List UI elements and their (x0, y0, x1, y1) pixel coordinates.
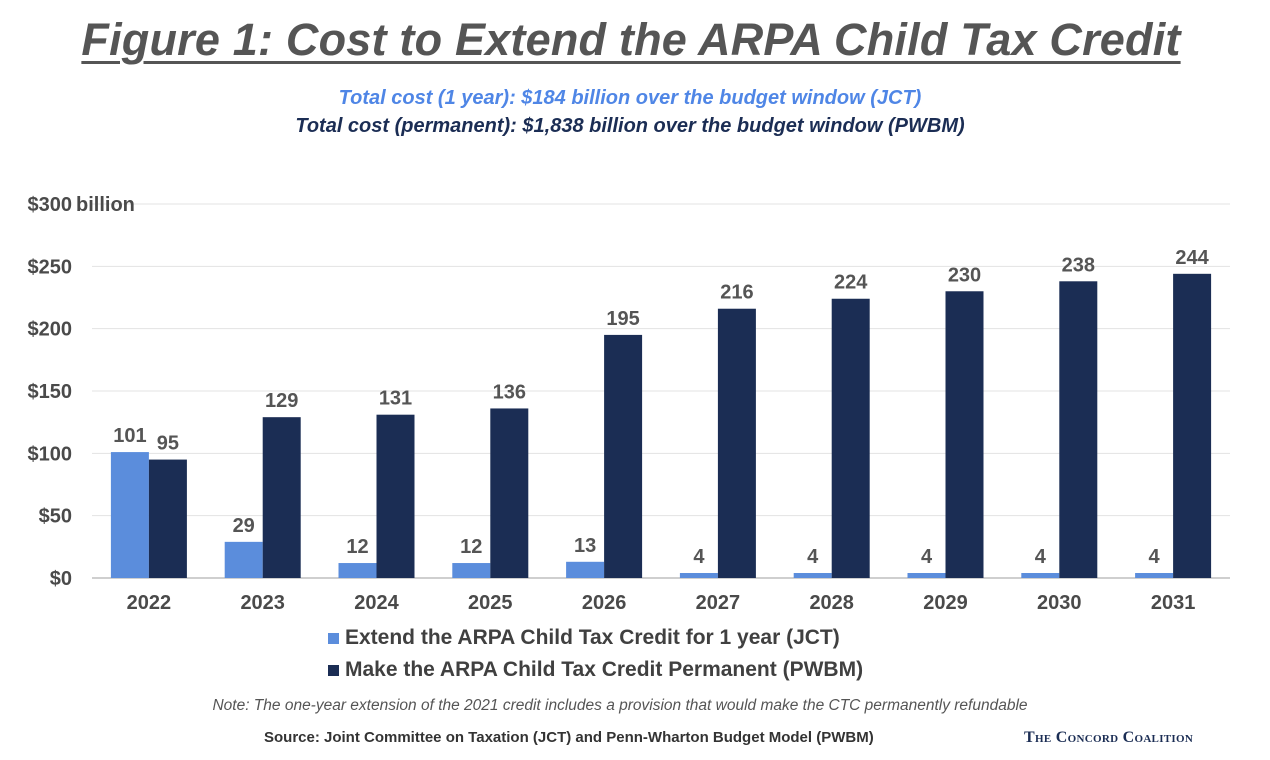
x-tick-label-2031: 2031 (1151, 592, 1196, 614)
y-tick-label-300: $300 (28, 194, 73, 216)
bar-one-year-2031 (1135, 573, 1174, 578)
bar-permanent-2031 (1173, 273, 1212, 578)
source-line: Source: Joint Committee on Taxation (JCT… (264, 729, 874, 746)
legend-label-one-year: Extend the ARPA Child Tax Credit for 1 y… (345, 626, 840, 649)
bar-permanent-2023 (262, 417, 301, 578)
bar-one-year-2029 (907, 573, 946, 578)
data-label-one-year-2027: 4 (693, 546, 705, 568)
y-axis: $0 $50 $100 $150 $200 $250 $300 billion (28, 194, 135, 590)
data-label-one-year-2025: 12 (460, 536, 482, 558)
x-tick-label-2028: 2028 (809, 592, 854, 614)
x-tick-label-2025: 2025 (468, 592, 513, 614)
bar-permanent-2027 (717, 308, 756, 578)
x-tick-label-2029: 2029 (923, 592, 968, 614)
data-label-permanent-2022: 95 (157, 433, 179, 455)
bar-one-year-2030 (1021, 573, 1060, 578)
bar-permanent-2026 (604, 334, 643, 578)
y-tick-label-50: $50 (39, 506, 72, 528)
data-label-one-year-2028: 4 (807, 546, 819, 568)
x-tick-label-2030: 2030 (1037, 592, 1082, 614)
data-label-permanent-2025: 136 (493, 381, 526, 403)
subtitle-one-year-cost: Total cost (1 year): $184 billion over t… (338, 87, 922, 109)
legend-swatch-one-year (328, 632, 339, 644)
bar-one-year-2027 (679, 573, 718, 578)
legend-swatch-permanent (328, 664, 339, 676)
bar-one-year-2024 (338, 563, 377, 578)
data-label-one-year-2024: 12 (346, 536, 368, 558)
bar-one-year-2025 (452, 563, 491, 578)
legend-item-one-year: Extend the ARPA Child Tax Credit for 1 y… (328, 622, 863, 654)
x-tick-label-2024: 2024 (354, 592, 399, 614)
data-label-permanent-2026: 195 (606, 308, 639, 330)
y-tick-label-0: $0 (50, 568, 72, 590)
y-tick-label-250: $250 (28, 256, 73, 278)
data-labels: 101 95 29 129 12 131 12 136 13 195 4 216 4 224 4 230 4 23… (113, 247, 1209, 568)
subtitle-permanent-cost: Total cost (permanent): $1,838 billion o… (295, 115, 965, 137)
concord-coalition-logo: The Concord Coalition (1024, 729, 1194, 746)
data-label-one-year-2022: 101 (113, 425, 146, 447)
x-axis: 2022 2023 2024 2025 2026 2027 2028 2029 2030 2031 (127, 592, 1196, 614)
data-label-one-year-2026: 13 (574, 535, 596, 557)
data-label-permanent-2028: 224 (834, 272, 868, 294)
y-tick-label-200: $200 (28, 319, 73, 341)
x-tick-label-2022: 2022 (127, 592, 172, 614)
legend-item-permanent: Make the ARPA Child Tax Credit Permanent… (328, 654, 863, 686)
y-tick-label-100: $100 (28, 443, 73, 465)
bar-one-year-2028 (793, 573, 832, 578)
bar-permanent-2024 (376, 414, 415, 578)
data-label-permanent-2024: 131 (379, 388, 412, 410)
y-tick-label-150: $150 (28, 381, 73, 403)
bar-one-year-2026 (566, 561, 605, 578)
data-label-one-year-2023: 29 (233, 515, 255, 537)
bars (110, 273, 1212, 578)
bar-permanent-2030 (1059, 281, 1098, 578)
data-label-one-year-2030: 4 (1035, 546, 1047, 568)
bar-permanent-2028 (831, 298, 870, 578)
x-tick-label-2026: 2026 (582, 592, 627, 614)
data-label-permanent-2030: 238 (1062, 254, 1095, 276)
bar-permanent-2022 (148, 459, 187, 578)
data-label-one-year-2031: 4 (1149, 546, 1161, 568)
data-label-one-year-2029: 4 (921, 546, 933, 568)
y-axis-unit-label: billion (76, 194, 135, 216)
legend-label-permanent: Make the ARPA Child Tax Credit Permanent… (345, 658, 864, 681)
bar-permanent-2025 (490, 408, 529, 578)
data-label-permanent-2027: 216 (720, 282, 753, 304)
data-label-permanent-2023: 129 (265, 390, 298, 412)
legend: Extend the ARPA Child Tax Credit for 1 y… (328, 622, 863, 686)
x-tick-label-2023: 2023 (240, 592, 285, 614)
data-label-permanent-2029: 230 (948, 264, 981, 286)
footnote: Note: The one-year extension of the 2021… (212, 697, 1028, 714)
bar-one-year-2022 (110, 452, 149, 578)
x-tick-label-2027: 2027 (696, 592, 741, 614)
bar-one-year-2023 (224, 541, 263, 578)
data-label-permanent-2031: 244 (1175, 247, 1209, 269)
bar-chart: $0 $50 $100 $150 $200 $250 $300 billion 101 95 29… (28, 194, 1230, 614)
chart-title: Figure 1: Cost to Extend the ARPA Child … (81, 14, 1181, 65)
bar-permanent-2029 (945, 291, 984, 578)
